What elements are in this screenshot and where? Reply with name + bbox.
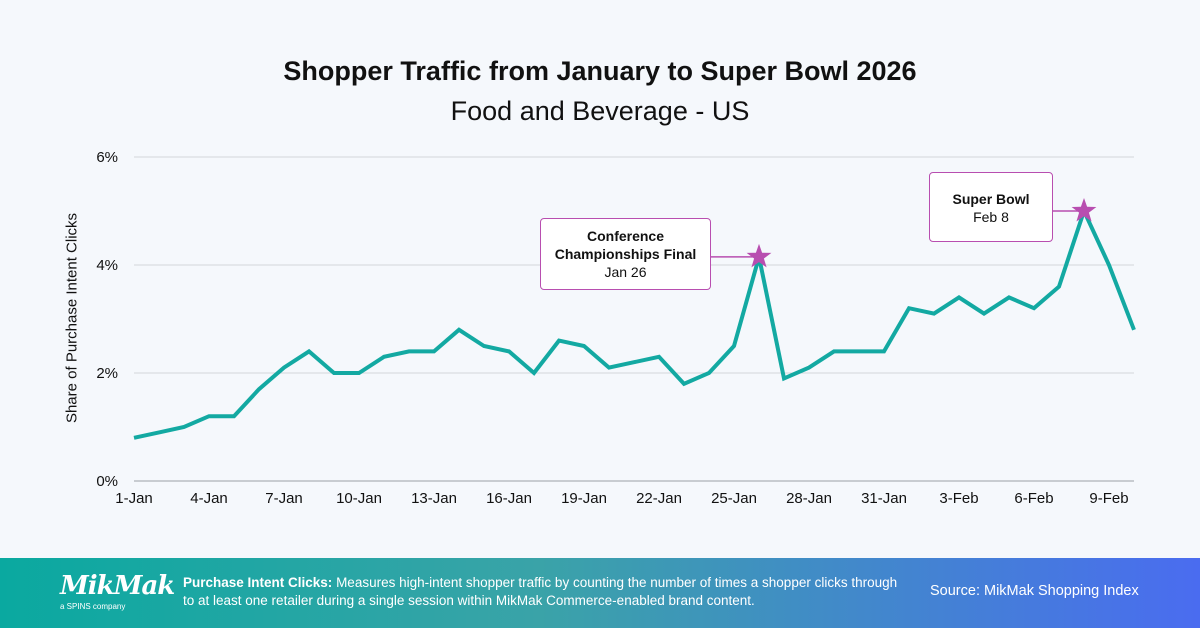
x-tick-label: 25-Jan bbox=[711, 490, 757, 507]
x-tick-label: 9-Feb bbox=[1089, 490, 1128, 507]
x-tick-label: 10-Jan bbox=[336, 490, 382, 507]
annotation-conference-championships: Conference Championships Final Jan 26 bbox=[540, 218, 711, 290]
x-tick-label: 4-Jan bbox=[190, 490, 228, 507]
annotation-super-bowl: Super Bowl Feb 8 bbox=[929, 172, 1053, 242]
chart-subtitle: Food and Beverage - US bbox=[450, 96, 750, 126]
x-tick-label: 31-Jan bbox=[861, 490, 907, 507]
x-tick-label: 3-Feb bbox=[939, 490, 978, 507]
logo-subtitle: a SPINS company bbox=[60, 602, 126, 611]
annotation-title: Conference Championships Final bbox=[554, 228, 697, 262]
source-note: Source: MikMak Shopping Index bbox=[930, 583, 1139, 599]
mikmak-logo: MikMak bbox=[60, 571, 175, 601]
line-chart: 0% 2% 4% 6% 1-Jan 4-Jan 7-Jan 10-Jan 13-Jan 16-Ja… bbox=[96, 149, 1136, 507]
y-tick-label: 0% bbox=[96, 473, 118, 490]
star-icon bbox=[746, 243, 772, 268]
star-icon bbox=[1071, 198, 1097, 222]
x-tick-label: 22-Jan bbox=[636, 490, 682, 507]
y-tick-label: 6% bbox=[96, 149, 118, 166]
x-tick-label: 7-Jan bbox=[265, 490, 303, 507]
annotation-date: Jan 26 bbox=[604, 264, 647, 280]
x-tick-label: 6-Feb bbox=[1014, 490, 1053, 507]
x-tick-label: 19-Jan bbox=[561, 490, 607, 507]
x-tick-label: 28-Jan bbox=[786, 490, 832, 507]
annotation-date: Feb 8 bbox=[973, 209, 1009, 225]
definition: Purchase Intent Clicks: Measures high-in… bbox=[183, 574, 903, 610]
x-tick-label: 16-Jan bbox=[486, 490, 532, 507]
y-tick-label: 4% bbox=[96, 257, 118, 274]
x-tick-label: 1-Jan bbox=[115, 490, 153, 507]
chart-title: Shopper Traffic from January to Super Bo… bbox=[283, 56, 917, 86]
footer: MikMak a SPINS company Purchase Intent C… bbox=[0, 558, 1200, 628]
y-tick-label: 2% bbox=[96, 365, 118, 382]
definition-term: Purchase Intent Clicks: bbox=[183, 575, 333, 590]
definition-text: Measures high-intent shopper traffic by … bbox=[183, 575, 898, 608]
annotation-title: Super Bowl bbox=[952, 191, 1030, 207]
x-tick-label: 13-Jan bbox=[411, 490, 457, 507]
